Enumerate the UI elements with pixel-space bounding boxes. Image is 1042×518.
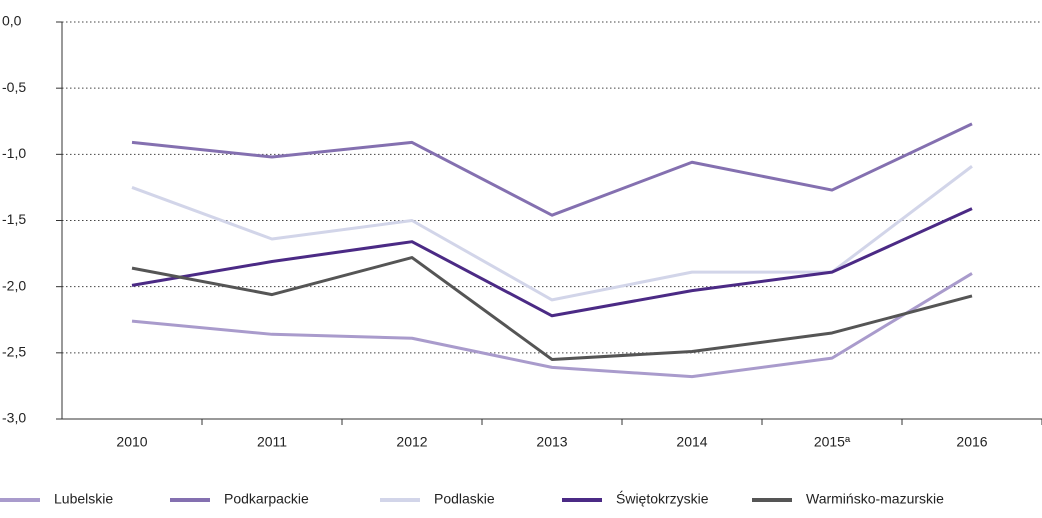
- series-line: [131, 207, 973, 318]
- series-line: [131, 122, 973, 217]
- y-tick-label: -0,5: [2, 79, 26, 95]
- series-line: [131, 272, 973, 379]
- legend-label: Podlaskie: [434, 491, 495, 507]
- x-tick-label: 2016: [956, 434, 987, 450]
- x-tick-label: 2015ª: [814, 434, 851, 450]
- legend-label: Świętokrzyskie: [616, 490, 709, 507]
- y-tick-label: -2,0: [2, 277, 26, 293]
- series-line: [131, 165, 973, 302]
- y-tick-label: -3,0: [2, 410, 26, 426]
- y-tick-label: -2,5: [2, 344, 26, 360]
- x-tick-label: 2014: [676, 434, 707, 450]
- y-tick-label: -1,0: [2, 145, 26, 161]
- series-line: [131, 256, 973, 361]
- y-tick-label: -1,5: [2, 211, 26, 227]
- legend-label: Lubelskie: [54, 491, 113, 507]
- legend-label: Warmińsko-mazurskie: [806, 491, 944, 507]
- x-tick-label: 2012: [396, 434, 427, 450]
- legend-label: Podkarpackie: [224, 491, 309, 507]
- y-tick-label: 0,0: [2, 13, 22, 29]
- x-tick-label: 2013: [536, 434, 567, 450]
- x-tick-label: 2011: [257, 434, 287, 450]
- x-tick-label: 2010: [116, 434, 147, 450]
